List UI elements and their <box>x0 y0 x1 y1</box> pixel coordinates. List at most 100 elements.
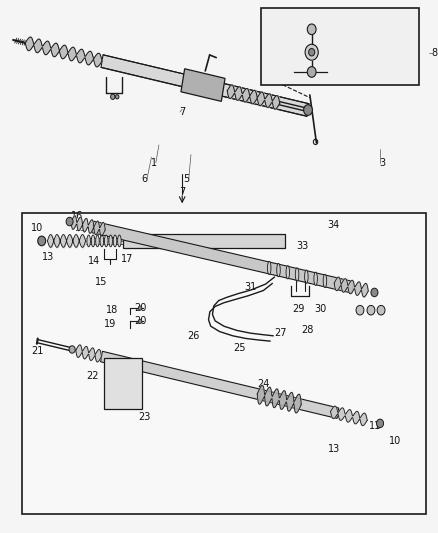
Polygon shape <box>60 47 63 56</box>
Polygon shape <box>46 41 48 55</box>
Polygon shape <box>265 97 266 103</box>
Polygon shape <box>274 95 277 109</box>
Polygon shape <box>29 38 32 51</box>
Polygon shape <box>35 40 38 51</box>
Ellipse shape <box>100 235 103 247</box>
Polygon shape <box>48 44 50 53</box>
Circle shape <box>376 305 384 315</box>
Ellipse shape <box>87 235 90 247</box>
Polygon shape <box>69 49 71 58</box>
Polygon shape <box>243 91 245 99</box>
Ellipse shape <box>117 235 121 247</box>
Ellipse shape <box>104 235 108 247</box>
Text: 14: 14 <box>88 256 100 266</box>
Polygon shape <box>228 86 230 96</box>
Polygon shape <box>76 54 77 55</box>
Polygon shape <box>64 47 67 58</box>
Polygon shape <box>76 345 101 362</box>
Circle shape <box>308 49 314 56</box>
Polygon shape <box>95 54 98 66</box>
Polygon shape <box>78 50 80 61</box>
Polygon shape <box>53 43 56 56</box>
Polygon shape <box>237 87 240 100</box>
Polygon shape <box>69 48 72 59</box>
Polygon shape <box>39 41 41 52</box>
Circle shape <box>38 236 46 246</box>
Polygon shape <box>79 49 82 63</box>
Polygon shape <box>100 351 338 418</box>
Polygon shape <box>234 91 236 94</box>
Ellipse shape <box>304 270 307 283</box>
Polygon shape <box>28 37 30 50</box>
Polygon shape <box>86 54 88 61</box>
Bar <box>261 8 418 85</box>
Text: 19: 19 <box>103 319 116 328</box>
Polygon shape <box>44 42 46 53</box>
Polygon shape <box>253 91 255 104</box>
Circle shape <box>69 346 75 353</box>
Polygon shape <box>39 42 41 51</box>
Polygon shape <box>251 91 254 103</box>
Polygon shape <box>73 49 75 60</box>
Text: 6: 6 <box>141 174 148 183</box>
Polygon shape <box>94 56 96 63</box>
Text: 10: 10 <box>388 437 400 446</box>
Polygon shape <box>45 41 47 54</box>
Polygon shape <box>233 90 234 95</box>
Polygon shape <box>50 48 51 50</box>
Polygon shape <box>235 90 237 96</box>
Ellipse shape <box>267 261 270 274</box>
Polygon shape <box>58 50 59 52</box>
Polygon shape <box>260 93 263 106</box>
Circle shape <box>303 104 312 115</box>
Polygon shape <box>333 277 367 297</box>
Polygon shape <box>330 406 366 426</box>
Polygon shape <box>92 221 353 293</box>
Polygon shape <box>95 53 98 67</box>
Polygon shape <box>81 51 84 62</box>
Polygon shape <box>71 47 74 61</box>
Polygon shape <box>86 53 88 62</box>
Polygon shape <box>52 45 54 54</box>
Polygon shape <box>272 99 273 104</box>
Polygon shape <box>75 53 76 57</box>
Polygon shape <box>44 42 47 54</box>
Polygon shape <box>54 43 57 56</box>
Text: 3: 3 <box>378 158 384 167</box>
Polygon shape <box>243 90 246 101</box>
Ellipse shape <box>295 268 298 281</box>
Polygon shape <box>264 99 265 101</box>
Text: 5: 5 <box>183 174 189 183</box>
Polygon shape <box>37 39 40 53</box>
Polygon shape <box>95 55 97 64</box>
Polygon shape <box>252 91 255 104</box>
Polygon shape <box>87 52 89 63</box>
Ellipse shape <box>313 272 317 286</box>
Polygon shape <box>43 45 44 50</box>
Polygon shape <box>259 92 261 106</box>
Circle shape <box>376 419 383 427</box>
Polygon shape <box>242 94 243 95</box>
Circle shape <box>355 305 363 315</box>
Polygon shape <box>238 88 241 100</box>
Polygon shape <box>28 37 32 51</box>
Circle shape <box>370 288 377 297</box>
Polygon shape <box>266 94 269 107</box>
Circle shape <box>307 67 315 77</box>
Polygon shape <box>71 47 73 61</box>
Polygon shape <box>254 94 257 102</box>
Polygon shape <box>42 46 43 48</box>
Polygon shape <box>101 55 308 116</box>
Polygon shape <box>275 96 278 109</box>
Polygon shape <box>85 56 86 58</box>
Text: 1: 1 <box>150 158 156 167</box>
Polygon shape <box>77 54 78 56</box>
Polygon shape <box>92 56 93 62</box>
Polygon shape <box>99 56 101 65</box>
Polygon shape <box>38 39 40 53</box>
Polygon shape <box>62 45 65 59</box>
Polygon shape <box>90 53 92 64</box>
Polygon shape <box>47 42 49 54</box>
Polygon shape <box>70 47 73 60</box>
Polygon shape <box>261 94 263 105</box>
